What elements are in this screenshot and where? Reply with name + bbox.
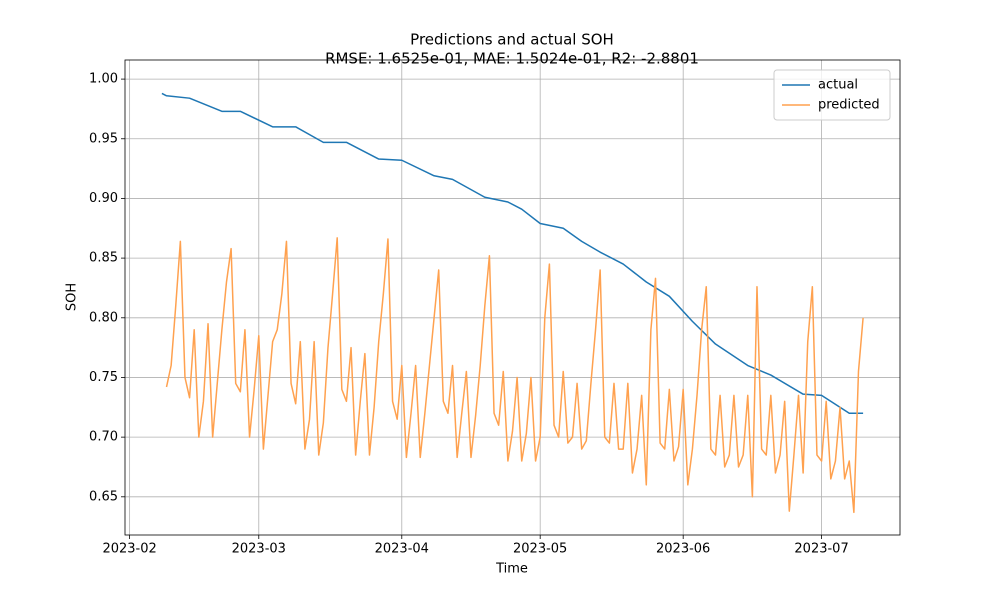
x-tick-label: 2023-02 — [102, 542, 156, 557]
y-axis-label: SOH — [65, 283, 80, 311]
y-tick-label: 0.80 — [89, 310, 118, 325]
plot-frame — [124, 59, 901, 536]
chart-title: Predictions and actual SOH — [410, 31, 614, 49]
x-tick-label: 2023-07 — [794, 542, 848, 557]
y-tick-label: 0.90 — [89, 191, 118, 206]
x-tick-label: 2023-06 — [656, 542, 710, 557]
y-tick-label: 0.65 — [89, 489, 118, 504]
series-line — [165, 237, 864, 514]
legend-label: actual — [818, 78, 858, 93]
x-axis-label: Time — [495, 562, 528, 577]
legend-label: predicted — [818, 98, 880, 113]
chart-subtitle: RMSE: 1.6525e-01, MAE: 1.5024e-01, R2: -… — [325, 50, 699, 68]
x-tick-label: 2023-05 — [513, 542, 567, 557]
y-tick-label: 0.75 — [89, 370, 118, 385]
series-line — [161, 92, 864, 415]
y-tick-label: 0.95 — [89, 131, 118, 146]
y-tick-label: 0.85 — [89, 251, 118, 266]
x-tick-label: 2023-04 — [375, 542, 429, 557]
x-tick-label: 2023-03 — [232, 542, 286, 557]
legend-box — [773, 69, 891, 121]
y-tick-label: 0.70 — [89, 430, 118, 445]
y-tick-label: 1.00 — [89, 72, 118, 87]
